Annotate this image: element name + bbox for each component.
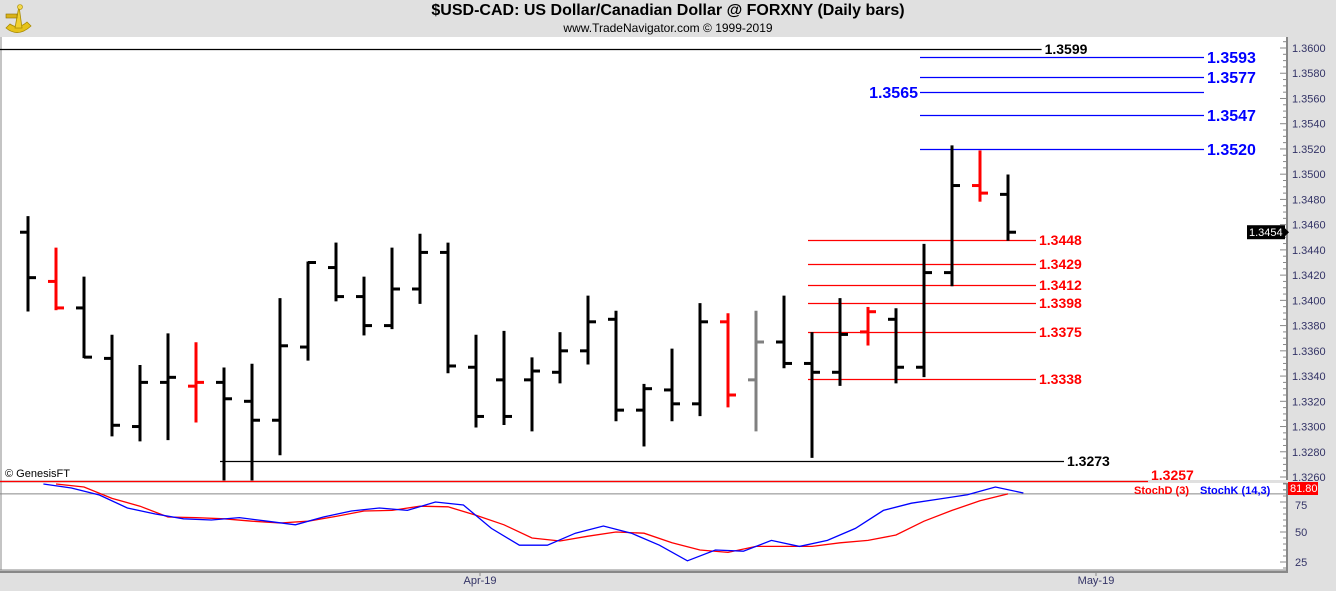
price-tick-label: 1.3340 <box>1292 371 1326 383</box>
ohlc-bar <box>860 306 876 346</box>
ohlc-bars <box>20 145 1016 481</box>
price-tick-label: 1.3520 <box>1292 144 1326 156</box>
price-tick-label: 1.3260 <box>1292 472 1326 484</box>
ohlc-bar <box>832 298 848 386</box>
level-label: 1.3257 <box>1151 467 1194 483</box>
price-tick-label: 1.3460 <box>1292 220 1326 232</box>
ohlc-bar <box>440 242 456 374</box>
price-tick-label: 1.3280 <box>1292 447 1326 459</box>
ohlc-bar <box>720 313 736 408</box>
ohlc-bar <box>188 342 204 423</box>
price-tick-label: 1.3380 <box>1292 321 1326 333</box>
ohlc-bar <box>636 383 652 447</box>
last-price-badge <box>1247 225 1285 240</box>
stoch-line-d <box>55 483 1009 554</box>
ohlc-bar <box>664 348 680 422</box>
price-tick-label: 1.3580 <box>1292 68 1326 80</box>
ohlc-bar <box>748 310 764 432</box>
stoch-panel <box>0 483 1287 570</box>
level-label: 1.3429 <box>1039 256 1082 272</box>
chart-title: $USD-CAD: US Dollar/Canadian Dollar @ FO… <box>431 2 905 19</box>
price-tick-label: 1.3360 <box>1292 346 1326 358</box>
stoch-tick-label: 50 <box>1295 527 1307 539</box>
time-axis: Apr-19 May-19 <box>463 572 1114 587</box>
ohlc-bar <box>580 295 596 365</box>
ohlc-bar <box>468 334 484 428</box>
level-label: 1.3398 <box>1039 295 1082 311</box>
stoch-tick-label: 75 <box>1295 500 1307 512</box>
stochastic-lines: StochD (3) StochK (14,3) 75 50 25 81.80 <box>0 482 1318 569</box>
stoch-line-k <box>43 483 1024 562</box>
ohlc-bar <box>216 367 232 481</box>
stoch-k-legend: StochK (14,3) <box>1200 485 1271 497</box>
ohlc-bar <box>160 333 176 441</box>
price-tick-label: 1.3320 <box>1292 396 1326 408</box>
ohlc-bar <box>552 332 568 384</box>
ohlc-bar <box>356 276 372 336</box>
ohlc-bar <box>1000 174 1016 241</box>
price-tick-label: 1.3300 <box>1292 422 1326 434</box>
sextant-logo-icon <box>5 4 32 33</box>
level-label: 1.3448 <box>1039 232 1082 248</box>
price-tick-label: 1.3560 <box>1292 93 1326 105</box>
ohlc-bar <box>496 330 512 426</box>
last-price-pointer <box>1285 228 1289 237</box>
ohlc-bar <box>972 150 988 202</box>
level-label: 1.3599 <box>1045 41 1088 57</box>
ohlc-bar <box>916 243 932 378</box>
level-label: 1.3412 <box>1039 277 1082 293</box>
stoch-value-badge <box>1288 482 1318 495</box>
ohlc-bar <box>76 276 92 359</box>
ohlc-bar <box>888 308 904 384</box>
level-label: 1.3338 <box>1039 371 1082 387</box>
price-tick-label: 1.3540 <box>1292 119 1326 131</box>
copyright-label: © GenesisFT <box>5 468 70 480</box>
stoch-value-label: 81.80 <box>1290 483 1318 495</box>
last-price-label: 1.3454 <box>1249 227 1283 239</box>
level-label: 1.3577 <box>1207 70 1256 87</box>
time-tick-label: Apr-19 <box>463 575 496 587</box>
ohlc-bar <box>524 357 540 432</box>
ohlc-bar <box>384 247 400 330</box>
price-tick-label: 1.3440 <box>1292 245 1326 257</box>
price-tick-label: 1.3420 <box>1292 270 1326 282</box>
ohlc-bar <box>272 298 288 456</box>
ohlc-bar <box>300 261 316 361</box>
ohlc-bar <box>328 242 344 302</box>
stoch-d-legend: StochD (3) <box>1134 485 1189 497</box>
ohlc-bar <box>692 303 708 417</box>
level-label: 1.3375 <box>1039 324 1082 340</box>
ohlc-bar <box>244 363 260 481</box>
ohlc-bar <box>804 332 820 458</box>
ohlc-bar <box>944 145 960 287</box>
ohlc-bar <box>776 295 792 369</box>
price-tick-label: 1.3480 <box>1292 194 1326 206</box>
level-label: 1.3547 <box>1207 108 1256 125</box>
ohlc-bar <box>48 247 64 311</box>
price-axis: 1.3260 1.3280 1.3300 1.3320 1.3340 1.3360 1.33… <box>1247 41 1326 491</box>
level-label: 1.3273 <box>1067 453 1110 469</box>
price-tick-label: 1.3400 <box>1292 295 1326 307</box>
time-tick-label: May-19 <box>1078 575 1115 587</box>
ohlc-bar <box>608 310 624 422</box>
chart-subtitle: www.TradeNavigator.com © 1999-2019 <box>563 21 773 35</box>
ohlc-bar <box>132 364 148 442</box>
ohlc-bar <box>412 233 428 304</box>
stoch-tick-label: 25 <box>1295 557 1307 569</box>
ohlc-bar <box>104 334 120 437</box>
price-tick-label: 1.3600 <box>1292 43 1326 55</box>
level-label: 1.3520 <box>1207 142 1256 159</box>
ohlc-bar <box>20 216 36 312</box>
level-lines: 1.3599 1.3593 1.3577 1.3565 1.3547 1.3520 1.34… <box>0 41 1256 483</box>
level-label: 1.3565 <box>869 85 918 102</box>
price-tick-label: 1.3500 <box>1292 169 1326 181</box>
level-label: 1.3593 <box>1207 50 1256 67</box>
